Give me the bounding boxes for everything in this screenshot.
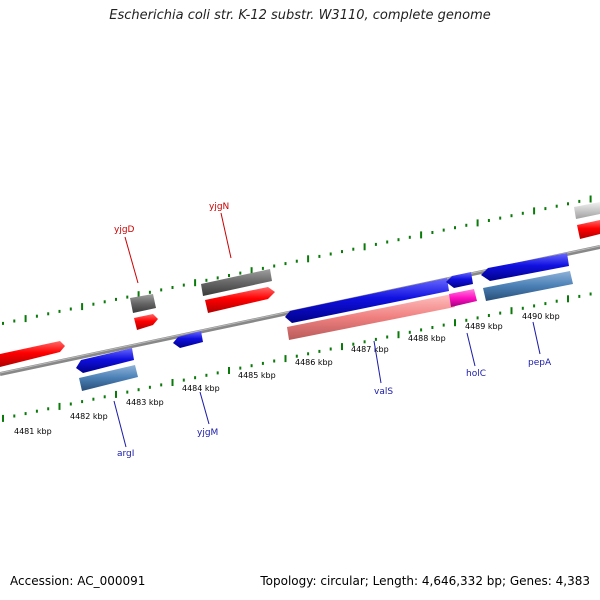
gene-arrow-yjgD[interactable] bbox=[134, 314, 158, 330]
forward-tick-track bbox=[2, 195, 592, 325]
gene-label-argI[interactable]: argI bbox=[117, 449, 134, 459]
kbp-label: 4487 kbp bbox=[351, 345, 389, 354]
gene-label-yjgN[interactable]: yjgN bbox=[209, 202, 229, 212]
gene-labels: yjgD yjgN argI yjgM valS holC pepA bbox=[114, 202, 552, 459]
gene-arrow-holC-magenta[interactable] bbox=[449, 289, 477, 307]
rna-arrow-valS[interactable] bbox=[287, 294, 455, 340]
kbp-label: 4485 kbp bbox=[238, 371, 276, 380]
gene-label-pepA[interactable]: pepA bbox=[528, 358, 552, 368]
kbp-label: 4481 kbp bbox=[14, 427, 52, 436]
leader-lines bbox=[113, 212, 541, 448]
reverse-features bbox=[76, 253, 573, 391]
gene-label-valS[interactable]: valS bbox=[374, 387, 393, 397]
kbp-label: 4484 kbp bbox=[182, 384, 220, 393]
map-title: Escherichia coli str. K-12 substr. W3110… bbox=[109, 8, 491, 23]
kbp-label: 4490 kbp bbox=[522, 312, 560, 321]
rna-arrow-argI[interactable] bbox=[79, 365, 138, 391]
kbp-labels: 4481 kbp 4482 kbp 4483 kbp 4484 kbp 4485… bbox=[14, 312, 560, 436]
gene-label-holC[interactable]: holC bbox=[466, 369, 486, 379]
gene-label-yjgM[interactable]: yjgM bbox=[197, 428, 218, 438]
gene-arrow-right-gray[interactable] bbox=[574, 202, 600, 219]
genome-summary: Topology: circular; Length: 4,646,332 bp… bbox=[260, 574, 590, 588]
kbp-label: 4488 kbp bbox=[408, 334, 446, 343]
gene-arrow-yjgM[interactable] bbox=[173, 331, 203, 348]
gene-label-yjgD[interactable]: yjgD bbox=[114, 225, 135, 235]
gene-arrow-yjgN[interactable] bbox=[205, 287, 275, 313]
rna-arrow-pepA[interactable] bbox=[483, 271, 573, 301]
accession-text: Accession: AC_000091 bbox=[10, 574, 146, 588]
gene-arrow-valS[interactable] bbox=[285, 278, 449, 323]
kbp-label: 4489 kbp bbox=[465, 322, 503, 331]
reverse-tick-track bbox=[2, 292, 592, 422]
kbp-label: 4486 kbp bbox=[295, 358, 333, 367]
gene-arrow-yjgN-pseudo[interactable] bbox=[201, 269, 272, 296]
gene-arrow-yjgD-pseudo[interactable] bbox=[130, 294, 156, 313]
forward-features bbox=[0, 202, 600, 367]
kbp-label: 4483 kbp bbox=[126, 398, 164, 407]
gene-arrow-holC[interactable] bbox=[446, 272, 473, 288]
gene-arrow[interactable] bbox=[0, 341, 65, 367]
kbp-label: 4482 kbp bbox=[70, 412, 108, 421]
gene-arrow-pepA[interactable] bbox=[481, 253, 569, 281]
gene-arrow-argI[interactable] bbox=[76, 348, 134, 373]
gene-arrow-right-red[interactable] bbox=[577, 220, 600, 239]
